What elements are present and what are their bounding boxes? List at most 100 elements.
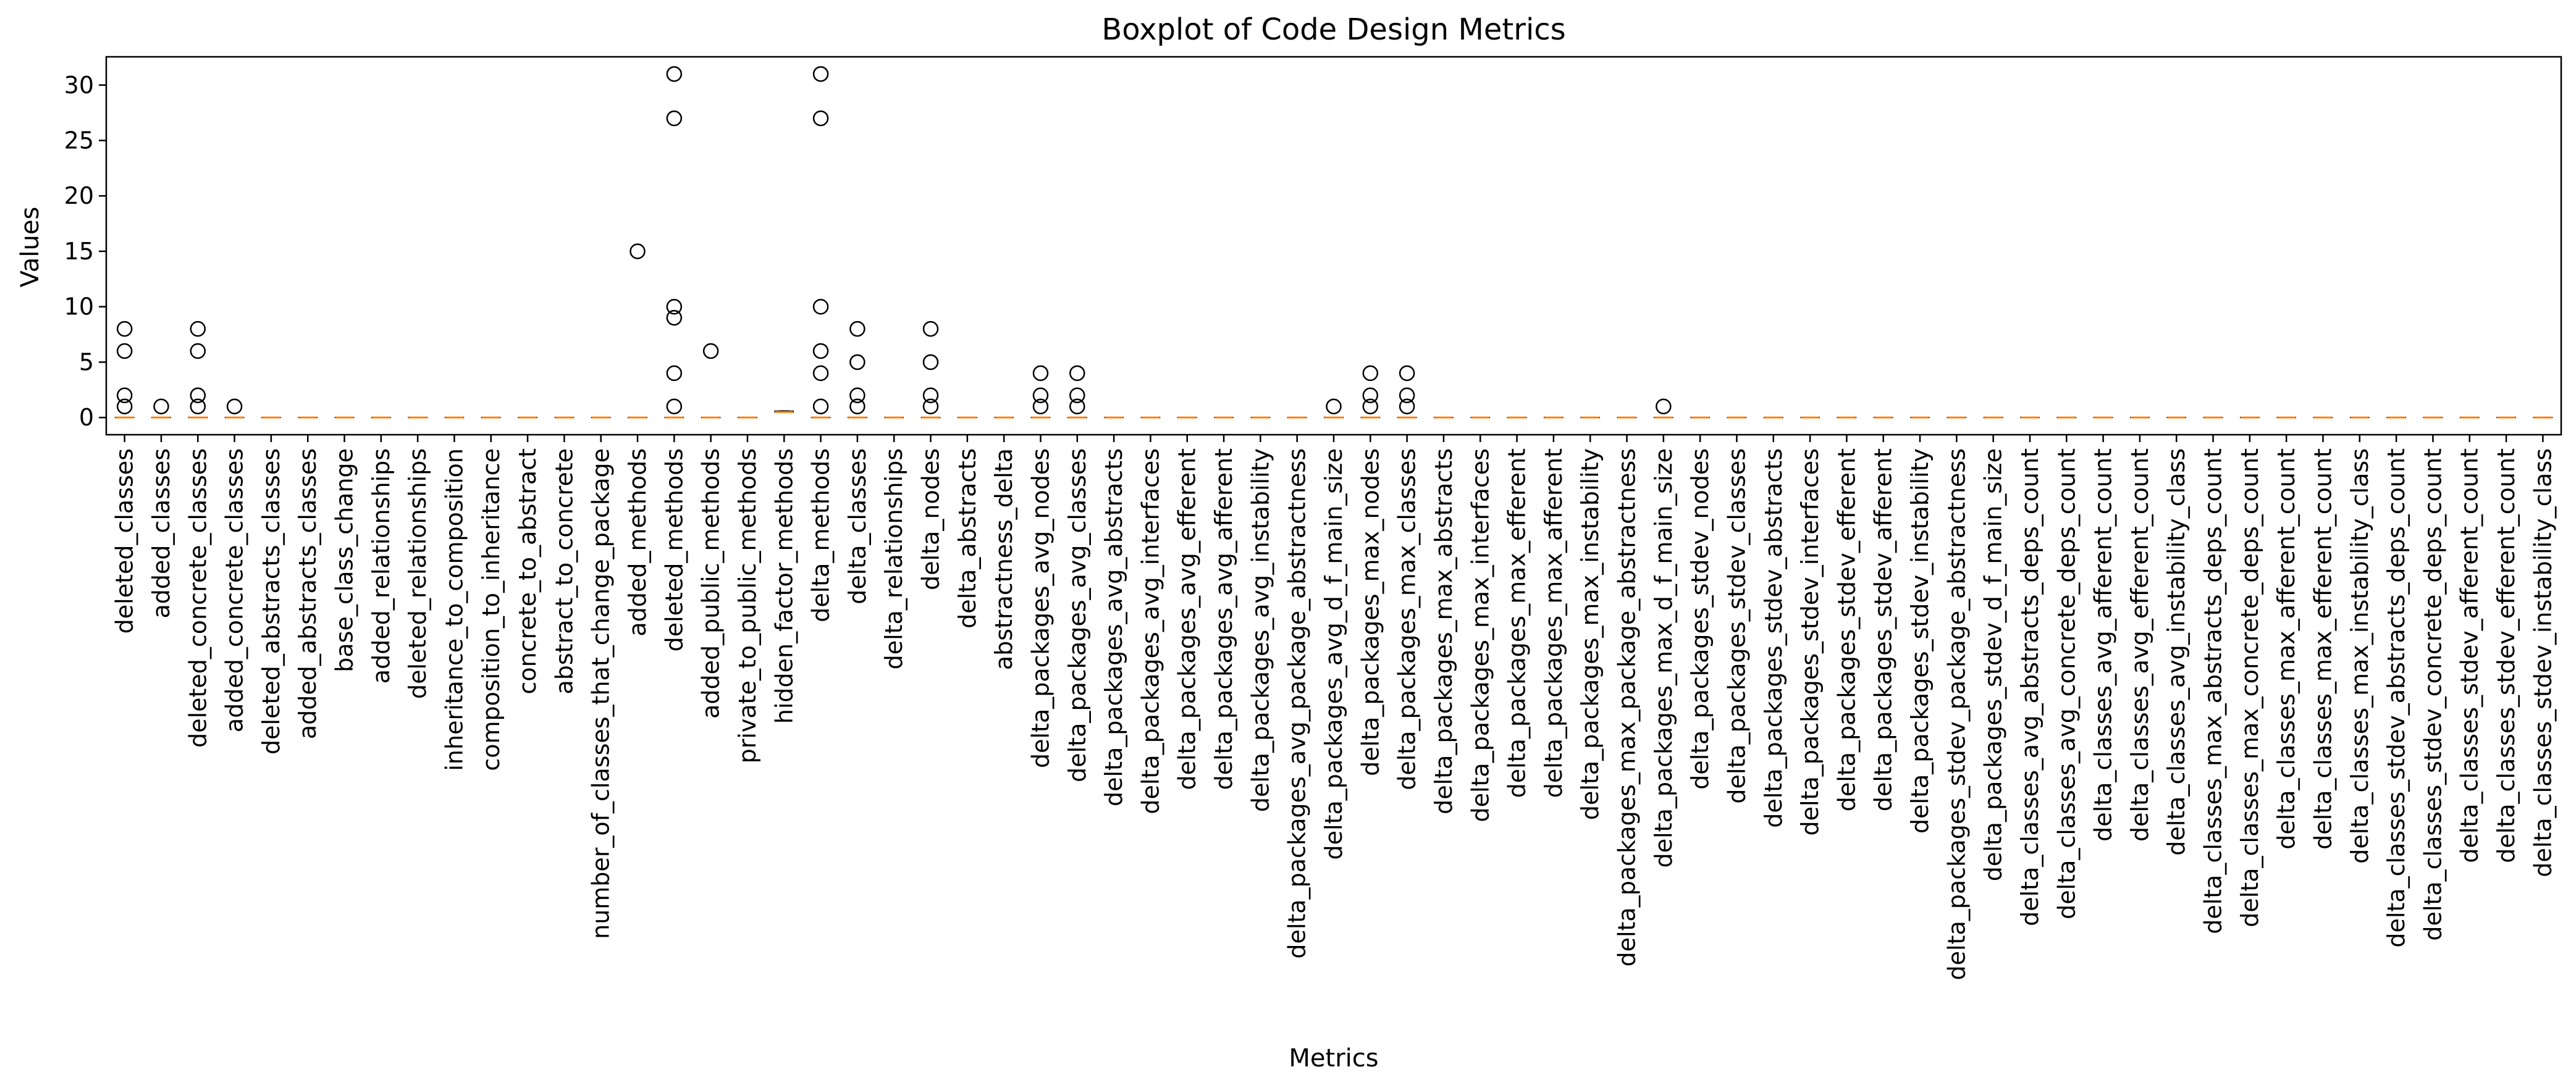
outlier-point bbox=[153, 398, 169, 414]
box-group bbox=[701, 343, 721, 419]
outlier-point bbox=[812, 343, 829, 359]
outlier-point bbox=[116, 343, 133, 359]
x-tick-label: delta_packages_stdev_classes bbox=[1723, 448, 1750, 804]
plot-frame bbox=[105, 56, 2562, 436]
outlier-point bbox=[1032, 387, 1049, 404]
x-tick-label: abstract_to_concrete bbox=[550, 448, 578, 695]
outlier-point bbox=[1326, 398, 1342, 414]
x-tick-label: delta_packages_avg_package_abstractness bbox=[1284, 448, 1311, 959]
x-tick-label: deleted_classes bbox=[111, 448, 138, 634]
x-tick-label: delta_classes_stdev_abstracts_deps_count bbox=[2383, 448, 2410, 948]
box-group bbox=[1653, 398, 1673, 419]
x-tick-label: inheritance_to_composition bbox=[440, 448, 468, 771]
y-tick-label: 5 bbox=[79, 348, 94, 375]
x-tick-label: delta_packages_avg_efferent bbox=[1174, 448, 1201, 790]
x-tick-label: delta_packages_max_abstracts bbox=[1430, 448, 1457, 814]
outlier-point bbox=[666, 298, 683, 315]
x-tick-label: hidden_factor_methods bbox=[770, 448, 798, 724]
y-axis: 0 5 10 15 20 25 30 bbox=[64, 72, 106, 431]
x-tick-label: delta_classes_stdev_efferent_count bbox=[2493, 448, 2520, 863]
outlier-point bbox=[849, 398, 865, 414]
outlier-point bbox=[666, 66, 683, 82]
x-tick-label: delta_nodes bbox=[917, 448, 945, 590]
outlier-point bbox=[849, 387, 865, 404]
x-tick-label: delta_classes_max_instability_class bbox=[2346, 448, 2373, 864]
box-group bbox=[114, 320, 135, 419]
outlier-point bbox=[190, 387, 206, 404]
outlier-point bbox=[190, 398, 206, 414]
x-tick-label: deleted_relationships bbox=[404, 448, 431, 699]
outlier-point bbox=[849, 354, 865, 370]
x-tick-label: delta_relationships bbox=[880, 448, 907, 669]
x-tick-label: delta_packages_max_interfaces bbox=[1467, 448, 1494, 822]
x-tick-label: delta_packages_stdev_instability bbox=[1906, 448, 1934, 834]
box-group bbox=[920, 320, 941, 419]
x-tick-label: delta_classes_max_efferent_count bbox=[2309, 448, 2336, 850]
outlier-point bbox=[1399, 365, 1415, 382]
box-group bbox=[1324, 398, 1344, 419]
x-tick-label: delta_packages_avg_abstracts bbox=[1100, 448, 1127, 806]
outlier-point bbox=[666, 110, 683, 127]
y-tick-label: 0 bbox=[79, 404, 94, 431]
x-tick-label: added_classes bbox=[148, 448, 175, 619]
x-tick-label: abstractness_delta bbox=[990, 448, 1017, 670]
x-tick-label: composition_to_inheritance bbox=[478, 448, 505, 771]
box-group bbox=[664, 66, 684, 419]
x-tick-label: delta_packages_avg_afferent bbox=[1210, 448, 1237, 790]
y-tick-label: 25 bbox=[64, 127, 94, 154]
outlier-point bbox=[666, 398, 683, 414]
outlier-point bbox=[1032, 398, 1049, 414]
box-group bbox=[188, 320, 208, 419]
x-tick-label: deleted_methods bbox=[660, 448, 688, 651]
x-tick-label: concrete_to_abstract bbox=[514, 448, 541, 695]
x-tick-label: delta_classes_max_concrete_deps_count bbox=[2236, 448, 2263, 927]
chart-title: Boxplot of Code Design Metrics bbox=[1101, 12, 1565, 47]
outlier-point bbox=[1069, 398, 1085, 414]
x-tick-label: delta_packages_max_instability bbox=[1576, 448, 1604, 820]
outlier-point bbox=[812, 398, 829, 414]
x-tick-label: delta_packages_avg_instability bbox=[1247, 448, 1274, 812]
outlier-point bbox=[190, 343, 206, 359]
y-tick-label: 30 bbox=[64, 72, 94, 99]
outlier-point bbox=[629, 243, 646, 259]
box-group bbox=[628, 243, 647, 419]
outlier-point bbox=[812, 66, 829, 82]
outlier-point bbox=[1362, 365, 1379, 382]
x-tick-label: delta_classes bbox=[844, 448, 871, 605]
x-tick-label: delta_classes_avg_concrete_deps_count bbox=[2053, 448, 2080, 919]
outlier-point bbox=[1362, 387, 1379, 404]
outlier-point bbox=[812, 110, 829, 127]
x-tick-label: delta_classes_stdev_afferent_count bbox=[2456, 448, 2483, 863]
outlier-point bbox=[666, 309, 683, 326]
outlier-point bbox=[116, 320, 133, 337]
outlier-point bbox=[1656, 398, 1672, 414]
outlier-point bbox=[1069, 365, 1085, 382]
boxes-layer bbox=[114, 66, 2553, 419]
x-tick-label: base_class_change bbox=[331, 448, 358, 672]
outlier-point bbox=[812, 298, 829, 315]
outlier-point bbox=[922, 354, 939, 370]
outlier-point bbox=[702, 343, 719, 359]
x-tick-label: delta_packages_max_d_f_main_size bbox=[1650, 448, 1677, 868]
box-group bbox=[774, 410, 794, 413]
x-tick-label: delta_packages_avg_classes bbox=[1064, 448, 1091, 782]
x-tick-label: delta_packages_max_afferent bbox=[1540, 448, 1567, 798]
x-tick-label: delta_packages_avg_interfaces bbox=[1137, 448, 1164, 814]
x-tick-label: added_relationships bbox=[368, 448, 395, 684]
outlier-point bbox=[922, 320, 939, 337]
x-tick-label: delta_packages_max_efferent bbox=[1504, 448, 1531, 798]
x-tick-label: delta_packages_stdev_package_abstractnes… bbox=[1943, 448, 1970, 980]
x-tick-label: deleted_abstracts_classes bbox=[258, 448, 285, 755]
outlier-point bbox=[116, 387, 133, 404]
outlier-point bbox=[1362, 398, 1379, 414]
x-tick-label: delta_packages_stdev_d_f_main_size bbox=[1980, 448, 2007, 881]
x-tick-label: delta_packages_stdev_interfaces bbox=[1796, 448, 1824, 835]
outlier-point bbox=[922, 387, 939, 404]
x-tick-label: delta_classes_avg_efferent_count bbox=[2126, 448, 2153, 842]
outlier-point bbox=[1069, 387, 1085, 404]
box-group bbox=[1067, 365, 1087, 419]
x-tick-label: delta_classes_stdev_concrete_deps_count bbox=[2419, 448, 2446, 941]
box-group bbox=[810, 66, 831, 419]
